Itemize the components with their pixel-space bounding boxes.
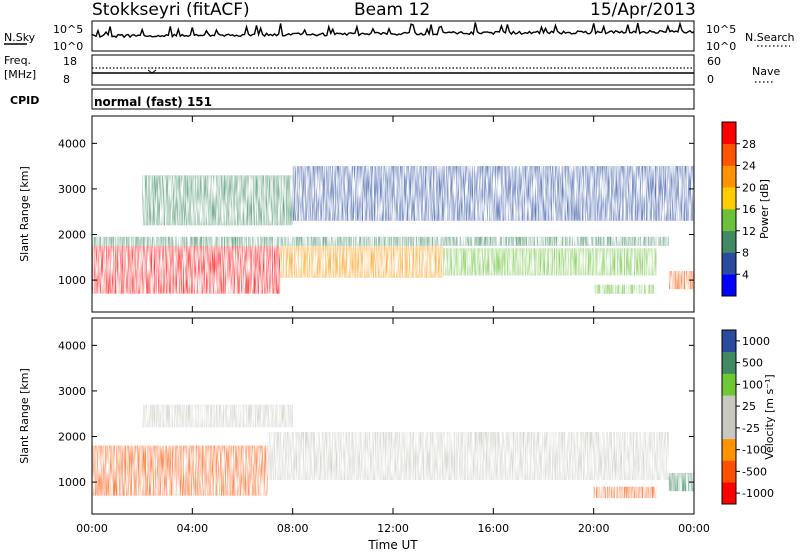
nsearch-tick-low: 10^0 xyxy=(706,40,736,53)
power-cbar-tick-label-0: 4 xyxy=(742,268,749,281)
freq-glitch xyxy=(147,69,157,74)
velocity-cbar-tick-label-6: 500 xyxy=(742,357,763,370)
velocity-region-2 xyxy=(142,404,293,428)
power-cbar-swatch-2 xyxy=(722,230,736,253)
power-heatmap-cells xyxy=(92,166,694,294)
power-cbar-tick-label-6: 28 xyxy=(742,138,756,151)
power-cbar-swatch-1 xyxy=(722,252,736,275)
nsky-tick-high: 10^5 xyxy=(53,23,83,36)
power-cbar-swatch-7 xyxy=(722,122,736,145)
velocity-colorbar: -1000 -500 -100 -25 25 100 500 1000 Velocity [m… xyxy=(721,329,776,505)
velocity-cbar-tick-label-5: 100 xyxy=(742,378,763,391)
beam-title: Beam 12 xyxy=(354,0,431,20)
power-cbar-swatch-3 xyxy=(722,209,736,232)
power-colorbar-label: Power [dB] xyxy=(758,179,771,239)
power-colorbar: 4 8 12 16 20 24 28 Power [dB] xyxy=(721,121,771,297)
velocity-region-0 xyxy=(92,445,268,496)
x-tick-label-4: 16:00 xyxy=(477,522,509,535)
power-x-ticks xyxy=(91,116,695,312)
freq-label: Freq. xyxy=(4,54,31,67)
velocity-cbar-swatch-6 xyxy=(722,351,736,374)
velocity-colorbar-label: Velocity [m s⁻¹] xyxy=(763,374,776,459)
freq-panel: Freq. [MHz] 18 8 60 0 Nave xyxy=(4,54,780,86)
velocity-y-label: Slant Range [km] xyxy=(18,368,31,464)
freq-tick-low: 8 xyxy=(63,73,70,86)
power-y-axis: 1000 2000 3000 4000 xyxy=(58,137,694,287)
velocity-cbar-tick-label-4: 25 xyxy=(742,400,756,413)
velocity-x-axis: 00:00 04:00 08:00 12:00 16:00 20:00 00:00 xyxy=(76,318,710,535)
velocity-cbar-swatch-2 xyxy=(722,438,736,461)
nsky-tick-low: 10^0 xyxy=(53,40,83,53)
power-region-1 xyxy=(280,245,444,278)
nsky-panel: N.Sky 10^5 10^0 10^5 10^0 N.Search xyxy=(4,20,795,53)
power-region-2 xyxy=(443,248,657,276)
power-ytick-label-2: 3000 xyxy=(58,183,86,196)
power-region-0 xyxy=(92,243,281,294)
power-y-label: Slant Range [km] xyxy=(18,166,31,262)
power-panel: 1000 2000 3000 4000 Slant Range [km] xyxy=(18,115,695,313)
velocity-cbar-tick-label-0: -1000 xyxy=(742,487,774,500)
x-tick-label-3: 12:00 xyxy=(377,522,409,535)
velocity-ytick-label-0: 1000 xyxy=(58,476,86,489)
power-region-6 xyxy=(593,284,657,294)
velocity-ytick-label-1: 2000 xyxy=(58,431,86,444)
nsky-label: N.Sky xyxy=(4,31,36,44)
power-cbar-tick-label-3: 16 xyxy=(742,203,756,216)
cpid-panel: CPID normal (fast) 151 xyxy=(10,88,695,110)
power-region-4 xyxy=(142,175,293,226)
velocity-cbar-swatch-0 xyxy=(722,482,736,505)
freq-tick-high: 18 xyxy=(63,55,77,68)
velocity-cbar-swatch-3 xyxy=(722,417,736,440)
velocity-y-axis: 1000 2000 3000 4000 xyxy=(58,339,694,489)
nave-tick-low: 0 xyxy=(707,73,714,86)
nave-tick-high: 60 xyxy=(707,55,721,68)
velocity-cbar-tick-label-3: -25 xyxy=(742,422,760,435)
velocity-panel: 1000 2000 3000 4000 00:00 04:00 08:00 12:00 16:… xyxy=(18,317,710,552)
power-cbar-swatch-5 xyxy=(722,165,736,188)
x-tick-label-6: 00:00 xyxy=(678,522,710,535)
cpid-label: CPID xyxy=(10,94,39,107)
nsky-series-line xyxy=(91,21,695,39)
nave-label: Nave xyxy=(752,65,780,78)
date-title: 15/Apr/2013 xyxy=(590,0,696,20)
velocity-region-4 xyxy=(668,473,694,492)
velocity-ytick-label-3: 4000 xyxy=(58,339,86,352)
velocity-cbar-swatch-4 xyxy=(722,395,736,418)
x-tick-label-1: 04:00 xyxy=(176,522,208,535)
velocity-ytick-label-2: 3000 xyxy=(58,385,86,398)
velocity-cbar-tick-label-2: -100 xyxy=(742,444,767,457)
power-cbar-tick-label-2: 12 xyxy=(742,225,756,238)
power-region-3 xyxy=(92,236,669,246)
freq-unit: [MHz] xyxy=(4,68,36,81)
station-title: Stokkseyri (fitACF) xyxy=(92,0,250,20)
power-ytick-label-1: 2000 xyxy=(58,229,86,242)
velocity-cbar-swatch-7 xyxy=(722,330,736,353)
x-tick-label-0: 00:00 xyxy=(76,522,108,535)
velocity-heatmap-cells xyxy=(92,404,694,499)
power-cbar-tick-label-4: 20 xyxy=(742,181,756,194)
nsearch-label: N.Search xyxy=(745,31,795,44)
nsearch-tick-high: 10^5 xyxy=(706,23,736,36)
velocity-cbar-swatch-5 xyxy=(722,373,736,396)
power-cbar-swatch-6 xyxy=(722,143,736,166)
power-cbar-swatch-0 xyxy=(722,274,736,297)
x-axis-label: Time UT xyxy=(367,538,418,552)
power-ytick-label-0: 1000 xyxy=(58,274,86,287)
power-region-5 xyxy=(292,166,694,221)
velocity-region-3 xyxy=(593,486,657,499)
velocity-cbar-tick-label-7: 1000 xyxy=(742,335,770,348)
velocity-region-1 xyxy=(267,432,669,480)
cpid-value: normal (fast) 151 xyxy=(94,95,212,109)
power-cbar-swatch-4 xyxy=(722,187,736,210)
power-ytick-label-3: 4000 xyxy=(58,137,86,150)
velocity-cbar-tick-label-1: -500 xyxy=(742,465,767,478)
x-tick-label-2: 08:00 xyxy=(277,522,309,535)
power-cbar-tick-label-5: 24 xyxy=(742,160,756,173)
velocity-cbar-swatch-1 xyxy=(722,460,736,483)
x-tick-label-5: 20:00 xyxy=(578,522,610,535)
power-region-7 xyxy=(668,271,694,290)
power-cbar-tick-label-1: 8 xyxy=(742,247,749,260)
